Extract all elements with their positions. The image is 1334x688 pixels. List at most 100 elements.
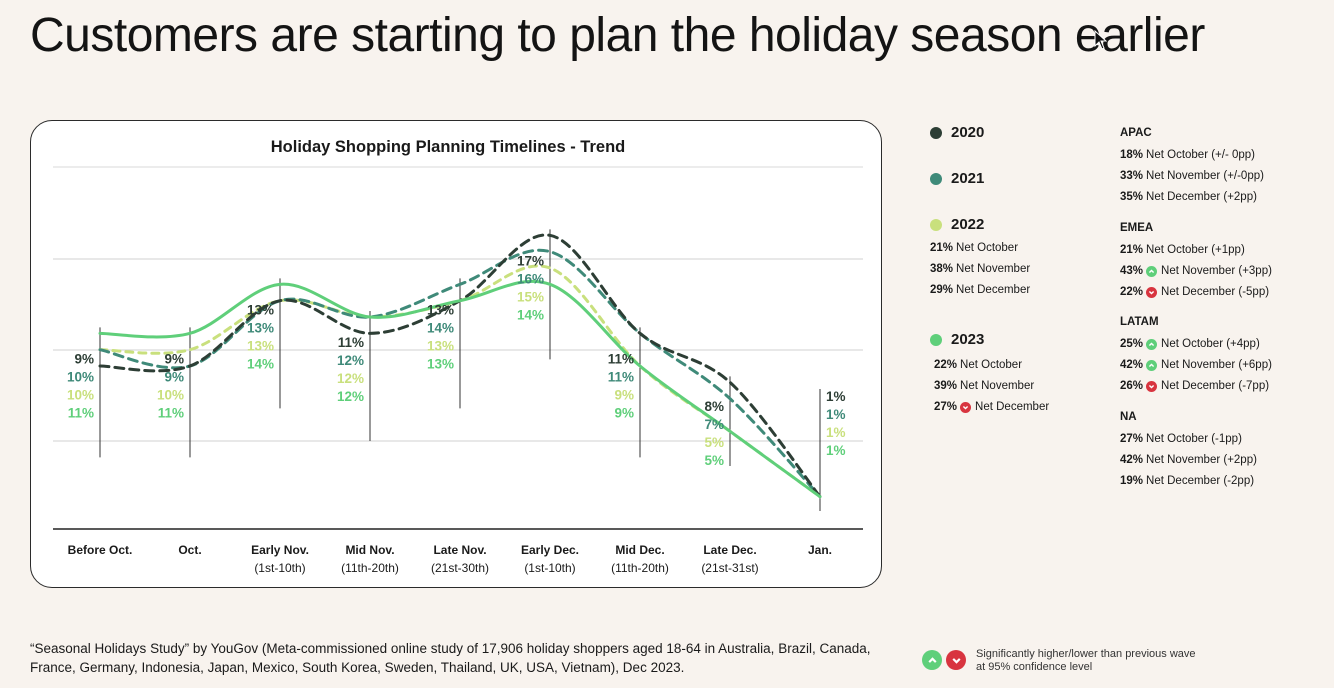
region-net-stat: 33% Net November (+/-0pp) [1120, 170, 1264, 182]
chart-title: Holiday Shopping Planning Timelines - Tr… [271, 138, 625, 156]
legend-label: 2021 [951, 170, 985, 187]
arrow-down-icon [960, 401, 972, 413]
page-title: Customers are starting to plan the holid… [30, 9, 1205, 62]
x-tick-label: Early Dec. [521, 543, 579, 557]
data-label: 12% [337, 389, 364, 404]
net-stat: 38% Net November [930, 263, 1030, 275]
data-label: 15% [517, 289, 544, 304]
x-tick-label: Late Dec. [703, 543, 756, 557]
net-pct: 21% [930, 242, 954, 254]
data-label: 9% [164, 369, 184, 384]
net-stat: 29% Net December [930, 284, 1030, 296]
net-pct: 43% [1120, 265, 1144, 277]
legend-2020: 2020 [930, 124, 984, 141]
arrow-down-icon [946, 650, 966, 670]
legend-label: 2022 [951, 216, 985, 233]
region-net-stat: 18% Net October (+/- 0pp) [1120, 149, 1255, 161]
x-tick-sublabel: (21st-30th) [431, 561, 489, 575]
region-net-stat: 26% Net December (-7pp) [1120, 380, 1269, 392]
data-label: 17% [517, 253, 544, 268]
net-text: Net December (-7pp) [1161, 380, 1270, 392]
legend-2021: 2021 [930, 170, 984, 187]
data-label: 11% [338, 335, 364, 350]
data-label: 10% [67, 387, 94, 402]
mouse-cursor-icon [1094, 30, 1108, 50]
x-tick-sublabel: (1st-10th) [254, 561, 305, 575]
trend-line-chart: Holiday Shopping Planning Timelines - Tr… [53, 138, 863, 575]
x-tick-label: Early Nov. [251, 543, 309, 557]
net-text: Net December (-5pp) [1161, 286, 1270, 298]
net-pct: 26% [1120, 380, 1144, 392]
data-label: 16% [517, 271, 544, 286]
legend-2023: 2023 [930, 331, 984, 348]
data-label: 9% [614, 405, 634, 420]
arrow-down-icon [1146, 380, 1158, 392]
data-label: 5% [704, 435, 724, 450]
net-pct: 21% [1120, 244, 1144, 256]
data-label: 11% [608, 369, 634, 384]
net-pct: 42% [1120, 359, 1144, 371]
region-net-stat: 43% Net November (+3pp) [1120, 265, 1272, 277]
data-label: 13% [427, 302, 454, 317]
region-net-stat: 25% Net October (+4pp) [1120, 338, 1260, 350]
arrow-up-icon [1146, 265, 1158, 277]
arrow-down-icon [1146, 286, 1158, 298]
x-tick-label: Mid Nov. [345, 543, 394, 557]
arrow-up-icon [922, 650, 942, 670]
x-tick-sublabel: (21st-31st) [701, 561, 758, 575]
data-label: 14% [247, 356, 274, 371]
x-tick-label: Before Oct. [68, 543, 133, 557]
data-label: 13% [247, 320, 274, 335]
net-pct: 38% [930, 263, 954, 275]
data-label: 9% [74, 351, 94, 366]
region-net-stat: 19% Net December (-2pp) [1120, 475, 1254, 487]
data-label: 1% [826, 425, 846, 440]
net-text: Net October (+1pp) [1146, 244, 1245, 256]
net-text: Net November [956, 263, 1031, 275]
data-label: 11% [158, 405, 184, 420]
region-name: NA [1120, 411, 1137, 423]
net-text: Net November (+2pp) [1146, 454, 1257, 466]
legend-swatch [930, 172, 942, 185]
data-label: 12% [337, 353, 364, 368]
region-name: LATAM [1120, 316, 1159, 328]
net-pct: 18% [1120, 149, 1144, 161]
series-line-2021 [98, 248, 822, 499]
x-tick-label: Late Nov. [433, 543, 486, 557]
chart-card: Holiday Shopping Planning Timelines - Tr… [30, 120, 882, 588]
net-text: Net October (+/- 0pp) [1146, 149, 1256, 161]
x-tick-sublabel: (11th-20th) [341, 561, 399, 575]
region-net-stat: 35% Net December (+2pp) [1120, 191, 1257, 203]
data-label: 11% [68, 405, 94, 420]
net-pct: 27% [1120, 433, 1144, 445]
data-label: 13% [247, 338, 274, 353]
net-text: Net October (-1pp) [1146, 433, 1242, 445]
net-text: Net November (+3pp) [1161, 265, 1272, 277]
net-pct: 25% [1120, 338, 1144, 350]
net-text: Net October [960, 359, 1023, 371]
data-label: 14% [517, 307, 544, 322]
net-pct: 42% [1120, 454, 1144, 466]
region-net-stat: 42% Net November (+2pp) [1120, 454, 1257, 466]
net-text: Net December (-2pp) [1146, 475, 1255, 487]
data-label: 14% [427, 320, 454, 335]
arrow-up-icon [1146, 359, 1158, 371]
net-pct: 39% [934, 380, 958, 392]
net-text: Net December (+2pp) [1146, 191, 1257, 203]
net-pct: 35% [1120, 191, 1144, 203]
region-net-stat: 22% Net December (-5pp) [1120, 286, 1269, 298]
data-label: 10% [67, 369, 94, 384]
significance-key: Significantly higher/lower than previous… [922, 648, 1206, 674]
net-text: Net October [956, 242, 1019, 254]
data-label: 9% [614, 387, 634, 402]
data-label: 10% [157, 387, 184, 402]
arrow-up-icon [1146, 338, 1158, 350]
legend-swatch [930, 333, 942, 346]
legend-swatch [930, 126, 942, 139]
net-text: Net November [960, 380, 1035, 392]
legend-label: 2023 [951, 331, 985, 348]
data-label: 13% [427, 338, 454, 353]
region-name: APAC [1120, 127, 1152, 139]
net-stat: 27% Net December [934, 401, 1049, 413]
legend-2022: 2022 [930, 216, 984, 233]
